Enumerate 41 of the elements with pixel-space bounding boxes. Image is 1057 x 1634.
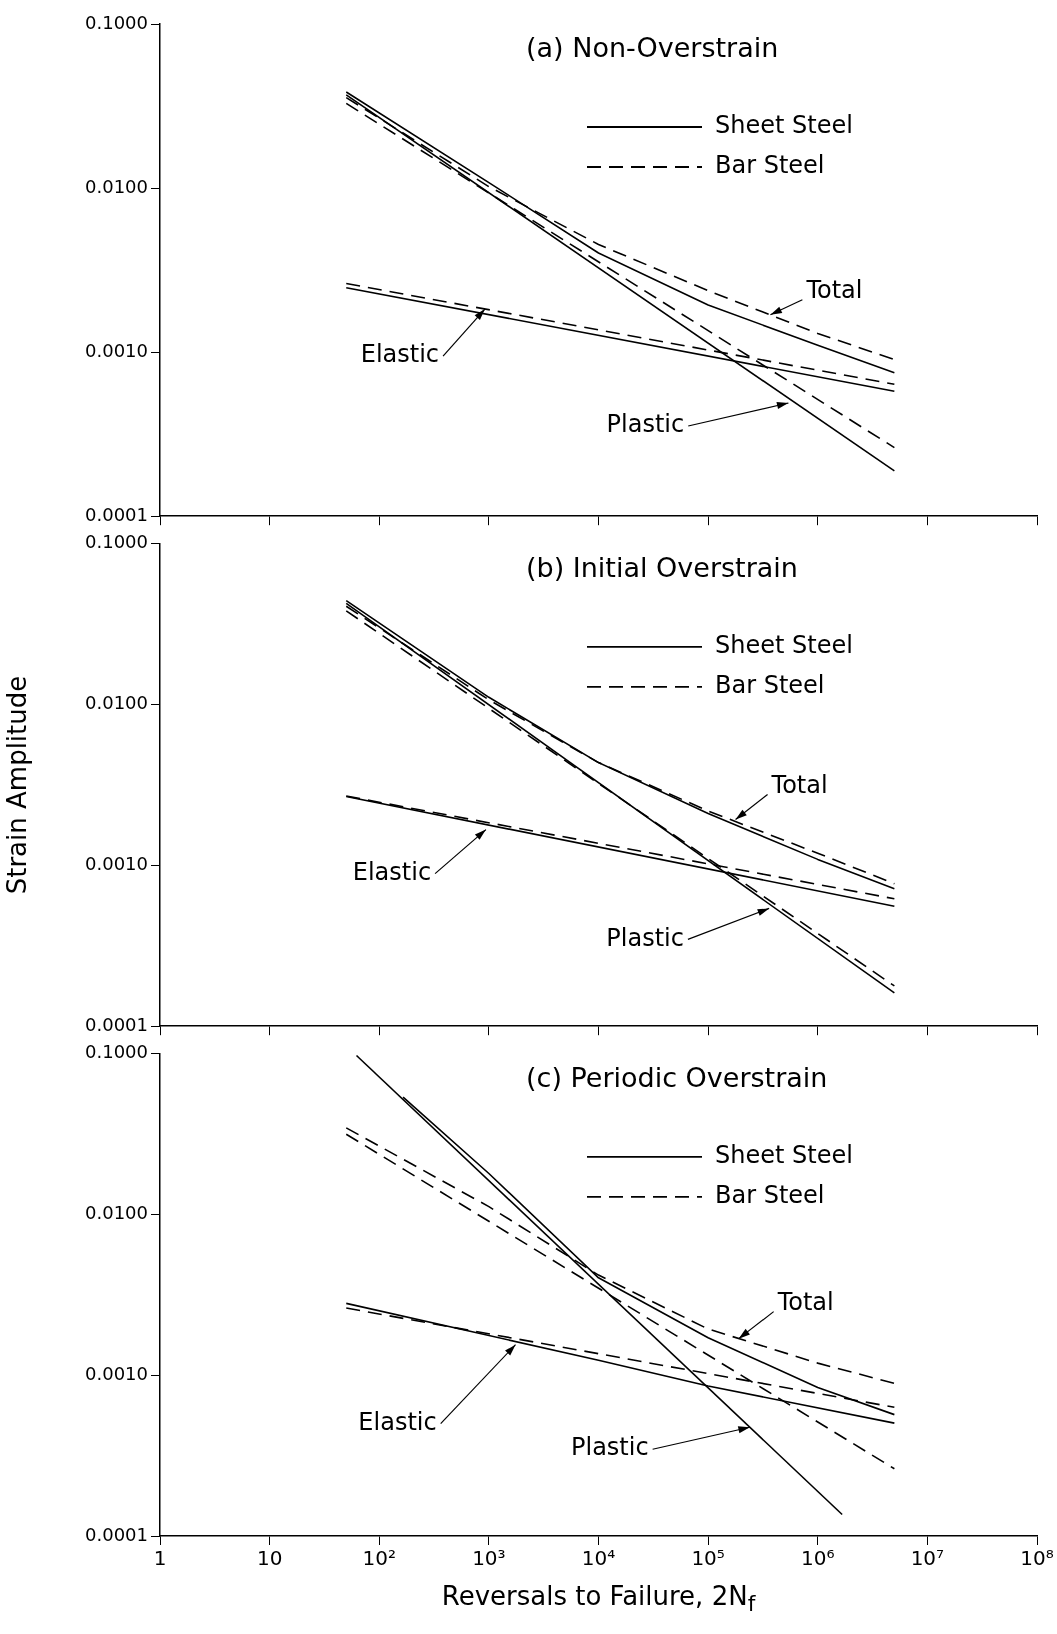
legend-label: Bar Steel <box>715 671 825 700</box>
y-tick-label: 0.0001 <box>85 1013 148 1035</box>
annotation: Plastic <box>570 1433 649 1462</box>
y-tick-label: 0.0100 <box>85 692 148 714</box>
legend-label: Sheet Steel <box>715 111 853 140</box>
y-tick-label: 0.0001 <box>85 1523 148 1545</box>
x-tick-label: 10⁸ <box>1020 1546 1054 1571</box>
annotation: Elastic <box>352 857 432 886</box>
chart-title: (b) Initial Overstrain <box>526 551 798 583</box>
legend-label: Bar Steel <box>715 1181 825 1210</box>
y-tick-label: 0.0010 <box>85 339 148 361</box>
annotation: Elastic <box>358 1407 437 1436</box>
x-tick-label: 10⁴ <box>581 1546 616 1571</box>
y-tick-label: 0.0010 <box>85 853 148 875</box>
y-tick-label: 0.1000 <box>85 11 148 33</box>
x-tick-label: 10² <box>362 1546 396 1571</box>
chart-title: (a) Non-Overstrain <box>526 32 779 64</box>
x-axis-title: Reversals to Failure, 2N$_{f}$ <box>440 1581 757 1617</box>
y-axis-title: Strain Amplitude <box>2 675 33 895</box>
annotation: Total <box>770 770 828 799</box>
legend-label: Sheet Steel <box>715 1141 853 1170</box>
y-tick-label: 0.1000 <box>85 531 148 553</box>
y-tick-label: 0.0100 <box>85 1202 148 1224</box>
annotation: Plastic <box>606 923 684 952</box>
x-tick-label: 1 <box>153 1546 167 1571</box>
y-tick-label: 0.0001 <box>85 503 148 525</box>
chart-title: (c) Periodic Overstrain <box>526 1061 828 1093</box>
annotation: Total <box>776 1287 834 1316</box>
annotation: Elastic <box>360 340 440 369</box>
x-tick-label: 10⁵ <box>691 1546 725 1571</box>
legend-label: Bar Steel <box>715 151 825 180</box>
x-tick-label: 10³ <box>472 1546 506 1571</box>
y-tick-label: 0.1000 <box>85 1041 148 1063</box>
y-tick-label: 0.0010 <box>85 1362 148 1384</box>
x-tick-label: 10 <box>256 1546 283 1571</box>
legend-label: Sheet Steel <box>715 631 853 660</box>
annotation: Total <box>805 275 863 304</box>
annotation: Plastic <box>606 410 685 439</box>
x-tick-label: 10⁷ <box>910 1546 945 1571</box>
y-tick-label: 0.0100 <box>85 175 148 197</box>
x-tick-label: 10⁶ <box>801 1546 835 1571</box>
